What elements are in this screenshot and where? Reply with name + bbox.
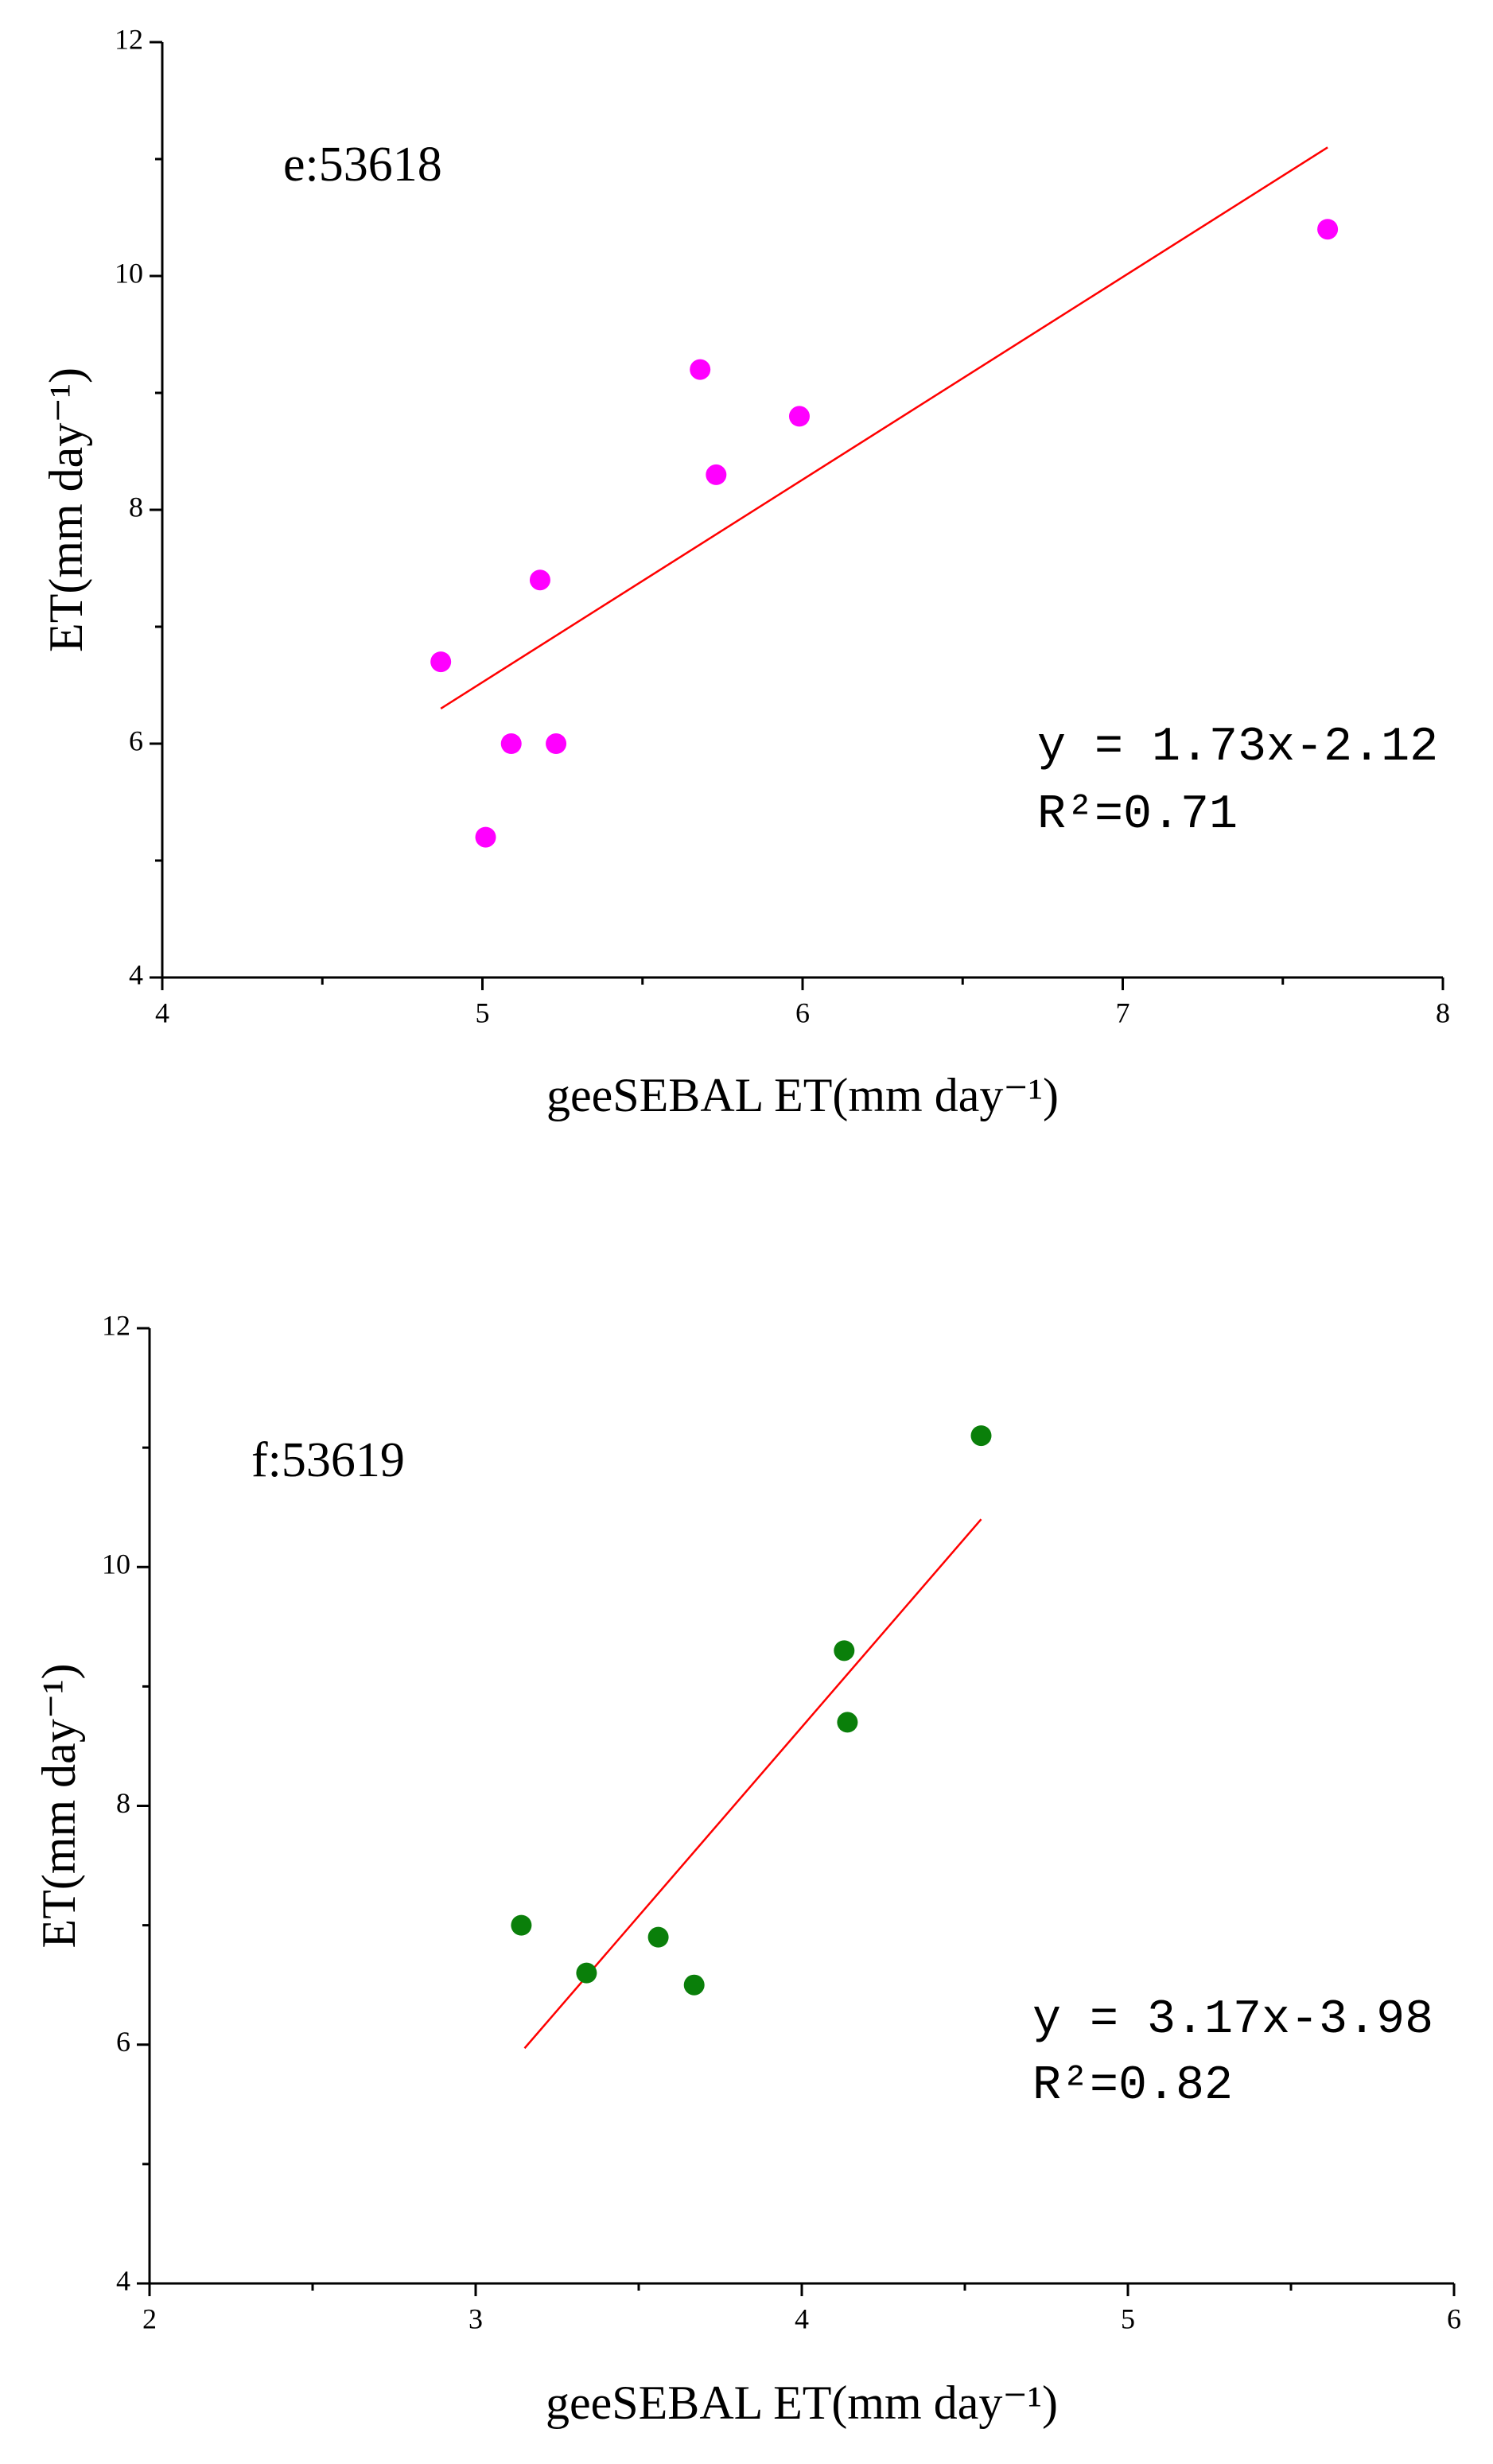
y-tick-label: 4 xyxy=(116,2264,130,2296)
y-tick-label: 8 xyxy=(116,1787,130,1819)
x-tick-label: 6 xyxy=(1447,2303,1461,2334)
point xyxy=(576,1962,597,1984)
point xyxy=(834,1640,855,1661)
y-tick-label: 12 xyxy=(115,23,143,55)
x-tick-label: 7 xyxy=(1116,997,1130,1028)
y-axis-title: ET(mm day⁻¹) xyxy=(33,1664,85,1949)
x-tick-label: 6 xyxy=(795,997,810,1028)
y-tick-label: 10 xyxy=(102,1549,130,1580)
y-axis-title: ET(mm day⁻¹) xyxy=(40,367,92,652)
y-tick-label: 6 xyxy=(116,2026,130,2058)
x-tick-label: 3 xyxy=(469,2303,483,2334)
point xyxy=(475,826,496,848)
point xyxy=(546,733,567,754)
point xyxy=(647,1926,669,1948)
point xyxy=(690,359,711,380)
r-squared: R²=0.82 xyxy=(1032,2059,1233,2113)
x-tick-label: 2 xyxy=(142,2303,157,2334)
point xyxy=(683,1974,705,1996)
point xyxy=(970,1425,992,1447)
point xyxy=(529,569,550,591)
point xyxy=(788,406,810,427)
x-axis-title: geeSEBAL ET(mm day⁻¹) xyxy=(546,1069,1059,1121)
point xyxy=(706,464,727,485)
r-squared: R²=0.71 xyxy=(1037,788,1238,842)
point xyxy=(837,1712,858,1733)
x-axis-title: geeSEBAL ET(mm day⁻¹) xyxy=(546,2377,1058,2429)
x-tick-label: 5 xyxy=(1121,2303,1135,2334)
x-tick-label: 8 xyxy=(1436,997,1450,1028)
fit-line xyxy=(523,1518,982,2050)
y-tick-label: 10 xyxy=(115,257,143,289)
point xyxy=(430,651,452,673)
x-tick-label: 4 xyxy=(795,2303,809,2334)
point xyxy=(500,733,522,754)
panel-title: f:53619 xyxy=(251,1433,405,1487)
y-tick-label: 6 xyxy=(129,725,143,756)
point xyxy=(1317,219,1339,240)
y-tick-label: 4 xyxy=(129,958,143,990)
equation: y = 1.73x-2.12 xyxy=(1037,721,1438,775)
fit-line xyxy=(440,146,1328,709)
panel-title: e:53618 xyxy=(283,138,442,192)
x-tick-label: 5 xyxy=(476,997,490,1028)
y-tick-label: 8 xyxy=(129,491,143,523)
equation: y = 3.17x-3.98 xyxy=(1032,1993,1433,2047)
point xyxy=(511,1914,532,1936)
x-tick-label: 4 xyxy=(155,997,169,1028)
y-tick-label: 12 xyxy=(102,1309,130,1341)
